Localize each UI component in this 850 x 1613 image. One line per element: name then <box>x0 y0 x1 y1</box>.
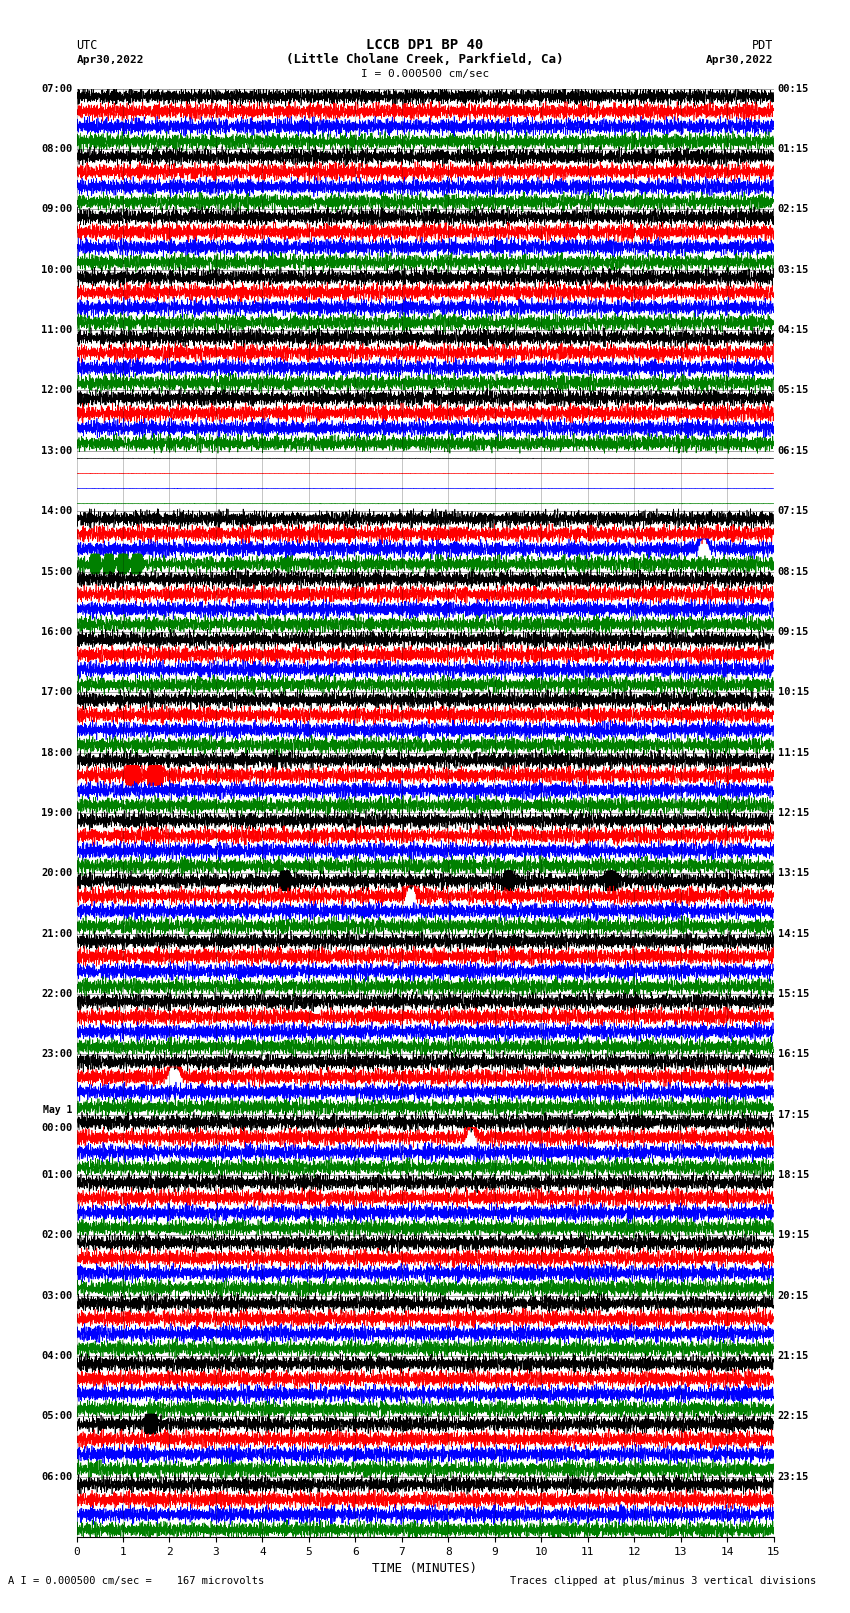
Text: 00:15: 00:15 <box>778 84 809 94</box>
Text: 00:00: 00:00 <box>41 1123 72 1132</box>
Text: Apr30,2022: Apr30,2022 <box>76 55 144 65</box>
Text: 10:00: 10:00 <box>41 265 72 274</box>
Text: May 1: May 1 <box>42 1105 72 1115</box>
Text: Apr30,2022: Apr30,2022 <box>706 55 774 65</box>
Text: 23:00: 23:00 <box>41 1050 72 1060</box>
Text: 13:00: 13:00 <box>41 445 72 456</box>
Text: 04:00: 04:00 <box>41 1352 72 1361</box>
Text: 15:00: 15:00 <box>41 566 72 576</box>
Text: 12:00: 12:00 <box>41 386 72 395</box>
Text: Traces clipped at plus/minus 3 vertical divisions: Traces clipped at plus/minus 3 vertical … <box>510 1576 816 1586</box>
Text: 16:15: 16:15 <box>778 1050 809 1060</box>
Text: 01:15: 01:15 <box>778 144 809 155</box>
Text: 05:00: 05:00 <box>41 1411 72 1421</box>
Text: 02:15: 02:15 <box>778 205 809 215</box>
Text: 06:00: 06:00 <box>41 1471 72 1482</box>
Text: 07:00: 07:00 <box>41 84 72 94</box>
Text: 23:15: 23:15 <box>778 1471 809 1482</box>
Text: 04:15: 04:15 <box>778 326 809 336</box>
Text: 19:00: 19:00 <box>41 808 72 818</box>
Text: A I = 0.000500 cm/sec =    167 microvolts: A I = 0.000500 cm/sec = 167 microvolts <box>8 1576 264 1586</box>
Text: 07:15: 07:15 <box>778 506 809 516</box>
Text: 15:15: 15:15 <box>778 989 809 998</box>
Text: 20:00: 20:00 <box>41 868 72 879</box>
Text: 17:15: 17:15 <box>778 1110 809 1119</box>
Text: LCCB DP1 BP 40: LCCB DP1 BP 40 <box>366 39 484 52</box>
Text: 09:15: 09:15 <box>778 627 809 637</box>
Text: UTC: UTC <box>76 39 98 52</box>
Text: PDT: PDT <box>752 39 774 52</box>
Text: 14:15: 14:15 <box>778 929 809 939</box>
Text: 18:15: 18:15 <box>778 1169 809 1181</box>
X-axis label: TIME (MINUTES): TIME (MINUTES) <box>372 1563 478 1576</box>
Text: 10:15: 10:15 <box>778 687 809 697</box>
Text: 22:15: 22:15 <box>778 1411 809 1421</box>
Text: 03:00: 03:00 <box>41 1290 72 1300</box>
Text: 01:00: 01:00 <box>41 1169 72 1181</box>
Text: 12:15: 12:15 <box>778 808 809 818</box>
Text: 16:00: 16:00 <box>41 627 72 637</box>
Text: 08:00: 08:00 <box>41 144 72 155</box>
Text: 20:15: 20:15 <box>778 1290 809 1300</box>
Text: I = 0.000500 cm/sec: I = 0.000500 cm/sec <box>361 69 489 79</box>
Text: 05:15: 05:15 <box>778 386 809 395</box>
Text: 08:15: 08:15 <box>778 566 809 576</box>
Text: 21:15: 21:15 <box>778 1352 809 1361</box>
Text: 14:00: 14:00 <box>41 506 72 516</box>
Text: 13:15: 13:15 <box>778 868 809 879</box>
Text: 11:15: 11:15 <box>778 747 809 758</box>
Text: 22:00: 22:00 <box>41 989 72 998</box>
Text: (Little Cholane Creek, Parkfield, Ca): (Little Cholane Creek, Parkfield, Ca) <box>286 53 564 66</box>
Text: 09:00: 09:00 <box>41 205 72 215</box>
Text: 03:15: 03:15 <box>778 265 809 274</box>
Text: 21:00: 21:00 <box>41 929 72 939</box>
Text: 17:00: 17:00 <box>41 687 72 697</box>
Text: 19:15: 19:15 <box>778 1231 809 1240</box>
Text: 02:00: 02:00 <box>41 1231 72 1240</box>
Text: 11:00: 11:00 <box>41 326 72 336</box>
Text: 18:00: 18:00 <box>41 747 72 758</box>
Text: 06:15: 06:15 <box>778 445 809 456</box>
